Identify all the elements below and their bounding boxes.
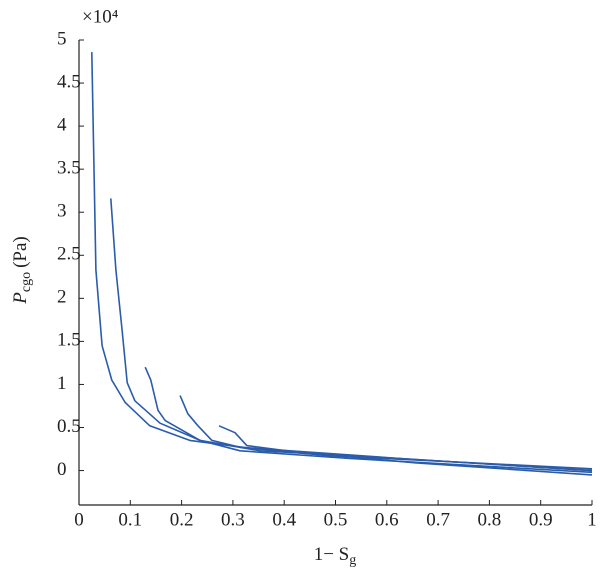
x-tick-label: 0.7 [426, 509, 450, 530]
curve [218, 425, 593, 476]
x-label-sub: g [349, 553, 356, 568]
y-tick-label: 0.5 [57, 416, 81, 437]
y-tick-label: 3.5 [57, 158, 81, 179]
y-label-unit: (Pa) [10, 236, 31, 268]
x-tick-label: 0.8 [478, 509, 502, 530]
y-label-sub: cgo [19, 272, 34, 292]
x-tick-label: 0.9 [529, 509, 553, 530]
x-tick-label: 0.4 [272, 509, 296, 530]
x-label-main: 1− S [314, 544, 350, 565]
y-tick-label: 5 [57, 28, 67, 49]
curve [144, 366, 593, 474]
y-tick-label: 2 [57, 287, 67, 308]
y-tick-label: 1.5 [57, 330, 81, 351]
y-tick-label: 3 [57, 201, 67, 222]
x-tick-label: 0 [74, 509, 84, 530]
y-tick-label: 4 [57, 114, 67, 135]
curve [91, 52, 593, 470]
x-tick-label: 0.5 [324, 509, 348, 530]
axis-multiplier: ×10⁴ [82, 6, 119, 27]
y-axis-label: Pcgo (Pa) [10, 236, 34, 304]
y-tick-label: 4.5 [57, 71, 81, 92]
curve [179, 395, 593, 472]
x-tick-label: 0.3 [221, 509, 245, 530]
y-tick-label: 0 [57, 459, 67, 480]
y-tick-label: 2.5 [57, 244, 81, 265]
x-axis-label: 1− Sg [314, 544, 357, 568]
x-tick-label: 0.6 [375, 509, 399, 530]
x-tick-label: 0.2 [170, 509, 194, 530]
x-tick-label: 1 [587, 509, 597, 530]
y-tick-label: 1 [57, 373, 67, 394]
x-tick-label: 0.1 [118, 509, 142, 530]
y-label-main: P [10, 292, 31, 305]
